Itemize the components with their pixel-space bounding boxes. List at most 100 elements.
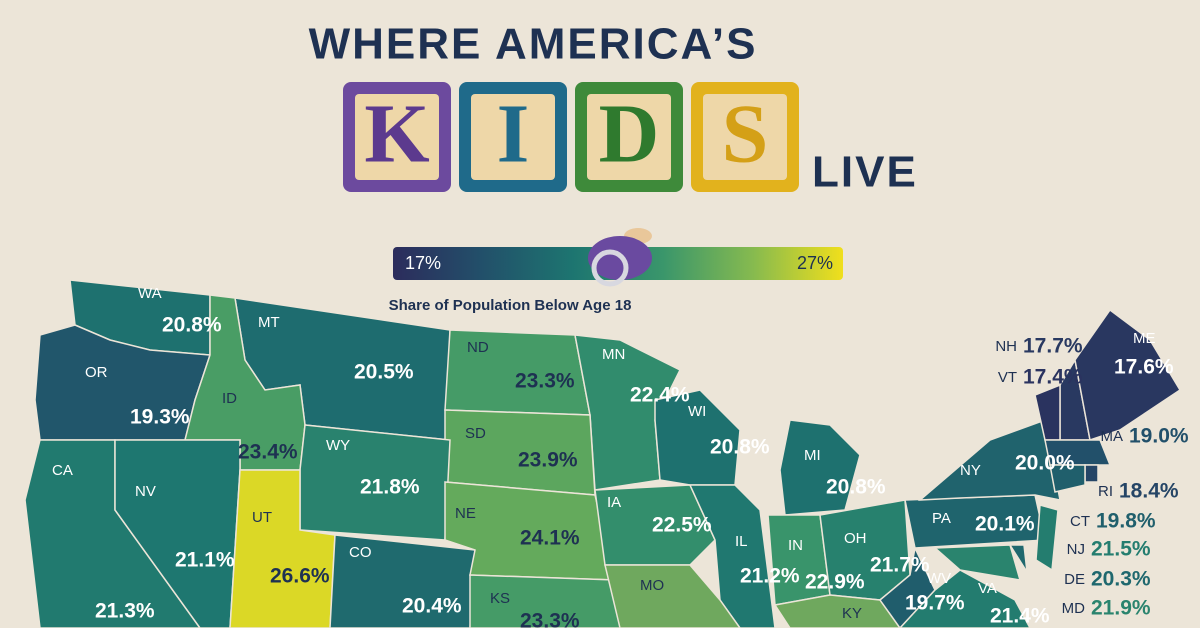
state-value: 22.5% [652,514,712,537]
state-abbr: DE [1064,571,1085,588]
state-value: 22.4% [630,384,690,407]
title-end: LIVE [812,148,918,197]
state-abbr: IN [788,537,803,554]
state [329,534,476,628]
state-abbr: MD [1062,600,1085,617]
block-face [471,94,555,180]
state-abbr: UT [252,509,272,526]
state-value: 21.4% [990,605,1050,628]
state-abbr: CT [1070,513,1090,530]
state-abbr: WV [927,570,951,587]
state-value: 20.3% [1091,568,1151,591]
state-value: 20.8% [710,436,770,459]
state-abbr: MO [640,577,664,594]
state-value: 23.9% [518,449,578,472]
state-value: 26.6% [270,565,330,588]
block-face [587,94,671,180]
state-value: 20.8% [162,314,222,337]
state-abbr: PA [932,510,951,527]
state [299,424,451,541]
state-abbr: MN [602,346,625,363]
state [878,545,936,628]
state-value: 17.4% [1023,366,1083,389]
state-value: 21.5% [1091,538,1151,561]
state-value: 21.2% [740,565,800,588]
state [1008,544,1028,573]
state-value: 23.3% [520,610,580,628]
block-face [355,94,439,180]
state [917,418,1061,501]
state-abbr: VT [998,369,1017,386]
block-letter: D [599,87,660,180]
state-value: 20.4% [402,595,462,618]
state-value: 18.4% [1119,480,1179,503]
state-abbr: ND [467,339,489,356]
state [779,419,861,516]
state-abbr: MA [1101,428,1124,445]
state-abbr: NH [995,338,1017,355]
state-abbr: RI [1098,483,1113,500]
state-abbr: MI [804,447,821,464]
state-abbr: IL [735,533,748,550]
state-value: 21.3% [95,600,155,623]
state-abbr: KS [490,590,510,607]
state-value: 17.6% [1114,356,1174,379]
state-abbr: NJ [1067,541,1085,558]
legend-tick-label: 17% [405,253,441,273]
state [1084,464,1099,483]
state [594,484,716,566]
state-abbr: NV [135,483,156,500]
state-value: 21.8% [360,476,420,499]
state-value: 21.7% [870,554,930,577]
legend: Share of Population Below Age 18 17% 27% [389,228,843,314]
state-abbr: ID [222,390,237,407]
state-value: 19.7% [905,592,965,615]
legend-title: Share of Population Below Age 18 [389,297,632,314]
state-abbr: WA [138,285,162,302]
state [898,569,1031,628]
state-value: 23.3% [515,370,575,393]
state-abbr: OR [85,364,108,381]
state-abbr: SD [465,425,486,442]
title: WHERE AMERICA’S [309,20,758,69]
pacifier-icon [588,228,652,287]
state-abbr: NE [455,505,476,522]
state-abbr: OH [844,530,867,547]
state-abbr: WY [326,437,350,454]
state-abbr: VA [978,580,997,597]
state-value: 21.1% [175,549,235,572]
state-value: 17.7% [1023,335,1083,358]
state-value: 22.9% [805,571,865,594]
state-abbr: WI [688,403,706,420]
state [604,564,741,628]
state-value: 19.0% [1129,425,1189,448]
legend-tick-label: 27% [797,253,833,273]
state [688,484,776,628]
block-face [703,94,787,180]
state-abbr: MT [258,314,280,331]
state [1049,464,1086,493]
block-letter: S [722,87,769,180]
state-abbr: ME [1133,330,1156,347]
state-value: 21.9% [1091,597,1151,620]
state [114,439,241,628]
state-value: 20.8% [826,476,886,499]
state-value: 20.1% [975,513,1035,536]
block-letter: I [497,87,530,180]
state-value: 19.3% [130,406,190,429]
state-abbr: NY [960,462,981,479]
state-abbr: IA [607,494,621,511]
state [1035,504,1059,572]
state-abbr: CA [52,462,73,479]
state-abbr: KY [842,605,862,622]
state-value: 19.8% [1096,510,1156,533]
state [1044,439,1112,466]
state-abbr: CO [349,544,372,561]
block-letter: K [364,87,429,180]
state-value: 24.1% [520,527,580,550]
state [469,574,626,628]
state-value: 20.5% [354,361,414,384]
